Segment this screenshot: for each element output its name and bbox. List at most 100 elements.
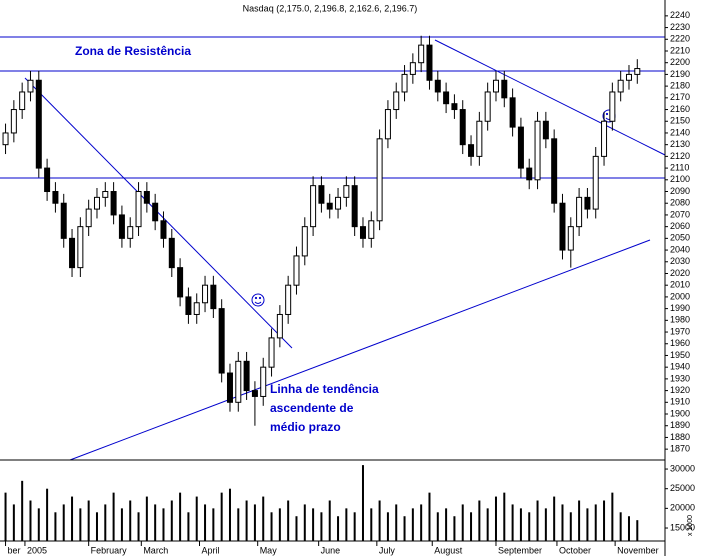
y-tick-label: 1960 — [670, 338, 690, 348]
volume-bar — [220, 492, 223, 541]
volume-bar — [187, 512, 190, 541]
volume-bar — [478, 500, 481, 541]
candle-body — [152, 202, 159, 222]
candle-body — [93, 196, 100, 210]
trend-line — [24, 77, 293, 349]
candle-body — [318, 185, 325, 204]
volume-bar — [79, 508, 82, 541]
x-tick-label: March — [143, 545, 168, 555]
candle-body — [185, 296, 192, 315]
volume-bar — [320, 512, 323, 541]
x-tick-label: November — [617, 545, 659, 555]
annotation: ascendente de — [270, 401, 354, 415]
candle-body — [468, 144, 475, 157]
volume-bar — [486, 508, 489, 541]
candle-body — [418, 44, 425, 64]
y-tick-label: 1940 — [670, 362, 690, 372]
y-tick-label: 2020 — [670, 268, 690, 278]
candle-body — [501, 79, 508, 99]
volume-bar — [445, 508, 448, 541]
volume-bar — [4, 492, 7, 541]
candle-body — [260, 366, 267, 397]
y-tick-label: 2090 — [670, 186, 690, 196]
x-tick-label: October — [559, 545, 591, 555]
candle-body — [193, 302, 200, 315]
candle-body — [326, 202, 333, 210]
volume-bar — [611, 492, 614, 541]
x-tick-label: May — [260, 545, 278, 555]
volume-bar — [561, 504, 564, 541]
annotation: médio prazo — [270, 420, 341, 434]
y-tick-label: 2060 — [670, 221, 690, 231]
y-tick-label: 2080 — [670, 198, 690, 208]
x-tick-label: February — [91, 545, 128, 555]
y-tick-label: 25000 — [670, 483, 695, 493]
volume-bar — [494, 496, 497, 541]
y-tick-label: 2230 — [670, 22, 690, 32]
volume-bar — [337, 516, 340, 541]
volume-bar — [461, 504, 464, 541]
x-tick-label: 2005 — [27, 545, 47, 555]
volume-bar — [87, 500, 90, 541]
candle-body — [52, 191, 59, 204]
volume-bar — [21, 480, 24, 541]
candle-body — [426, 44, 433, 81]
volume-bar — [253, 504, 256, 541]
chart-title: Nasdaq (2,175.0, 2,196.8, 2,162.6, 2,196… — [243, 3, 418, 13]
x-tick-label: August — [434, 545, 463, 555]
candle-body — [35, 79, 42, 169]
candle-body — [243, 360, 250, 392]
volume-bar — [204, 504, 207, 541]
volume-bar — [511, 504, 514, 541]
candle-body — [168, 237, 175, 269]
volume-unit: x 1000 — [687, 515, 694, 536]
candle-body — [609, 91, 616, 122]
y-tick-label: 1970 — [670, 326, 690, 336]
x-tick-label: April — [202, 545, 220, 555]
volume-bar — [278, 508, 281, 541]
candle-body — [276, 313, 283, 339]
y-tick-label: 2040 — [670, 244, 690, 254]
y-tick-label: 1910 — [670, 397, 690, 407]
x-tick-label: September — [498, 545, 542, 555]
volume-bar — [403, 516, 406, 541]
y-tick-label: 2110 — [670, 162, 689, 172]
trend-line — [69, 239, 651, 461]
candle-body — [576, 196, 583, 228]
y-tick-label: 2170 — [670, 92, 690, 102]
candle-body — [10, 109, 17, 134]
y-tick-label: 2130 — [670, 139, 690, 149]
volume-bar — [519, 508, 522, 541]
x-tick-label: June — [321, 545, 341, 555]
y-tick-label: 2240 — [670, 10, 690, 20]
volume-bar — [328, 500, 331, 541]
volume-bar — [29, 500, 32, 541]
volume-bar — [386, 512, 389, 541]
y-tick-label: 2030 — [670, 256, 690, 266]
volume-bar — [212, 508, 215, 541]
candle-body — [509, 97, 516, 128]
candle-body — [443, 91, 450, 105]
volume-bar — [71, 496, 74, 541]
candle-body — [160, 220, 167, 239]
volume-bar — [436, 512, 439, 541]
y-tick-label: 1900 — [670, 408, 690, 418]
candle-body — [401, 73, 408, 93]
y-tick-label: 2000 — [670, 291, 690, 301]
candle-body — [251, 390, 258, 397]
y-tick-label: 1930 — [670, 373, 690, 383]
volume-bar — [312, 508, 315, 541]
volume-bar — [245, 500, 248, 541]
x-tick-label: ber — [8, 545, 21, 555]
volume-bar — [353, 512, 356, 541]
volume-bar — [420, 504, 423, 541]
volume-bar — [453, 516, 456, 541]
candle-body — [268, 337, 275, 368]
candle-body — [601, 120, 608, 157]
y-tick-label: 2190 — [670, 69, 690, 79]
y-tick-label: 30000 — [670, 463, 695, 473]
candle-body — [634, 68, 641, 75]
candle-body — [534, 120, 541, 181]
